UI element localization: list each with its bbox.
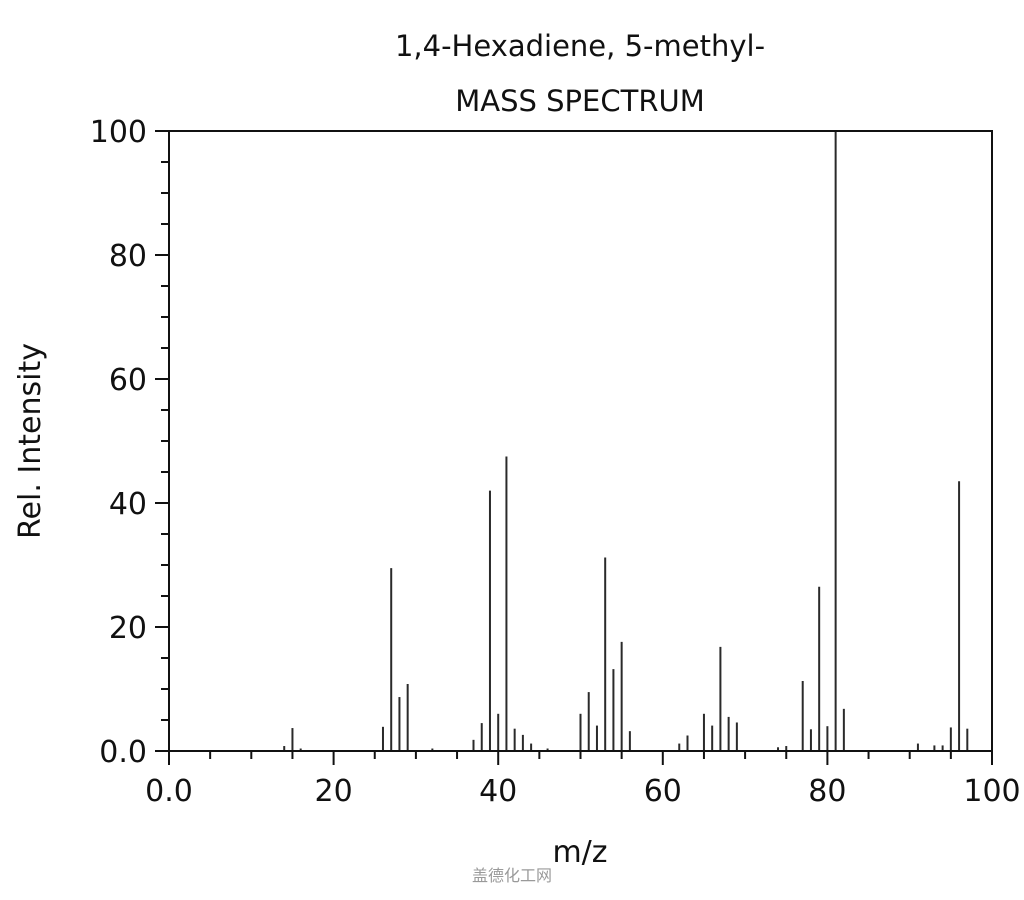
x-tick-label: 80	[808, 774, 846, 809]
y-tick-label: 60	[109, 363, 147, 398]
y-tick-label: 80	[109, 239, 147, 274]
x-axis-label: m/z	[552, 835, 607, 870]
y-axis-label: Rel. Intensity	[13, 343, 48, 539]
y-tick-label: 100	[90, 115, 147, 150]
x-tick-label: 20	[315, 774, 353, 809]
y-tick-label: 0.0	[99, 735, 147, 770]
x-tick-label: 40	[479, 774, 517, 809]
spectrum-peaks	[283, 131, 969, 751]
watermark-text: 盖德化工网	[472, 866, 552, 885]
chart-subtitle: MASS SPECTRUM	[455, 84, 704, 118]
y-tick-label: 40	[109, 487, 147, 522]
chart-title: 1,4-Hexadiene, 5-methyl-	[395, 29, 765, 63]
y-tick-label: 20	[109, 611, 147, 646]
x-tick-label: 100	[963, 774, 1020, 809]
axis-ticks	[155, 130, 993, 765]
x-tick-label: 0.0	[145, 774, 193, 809]
x-tick-label: 60	[644, 774, 682, 809]
axis-tick-labels: 0.0 20 40 60 80 100 0.0 20 40 60 80 100	[90, 115, 1021, 809]
plot-frame	[168, 130, 993, 752]
